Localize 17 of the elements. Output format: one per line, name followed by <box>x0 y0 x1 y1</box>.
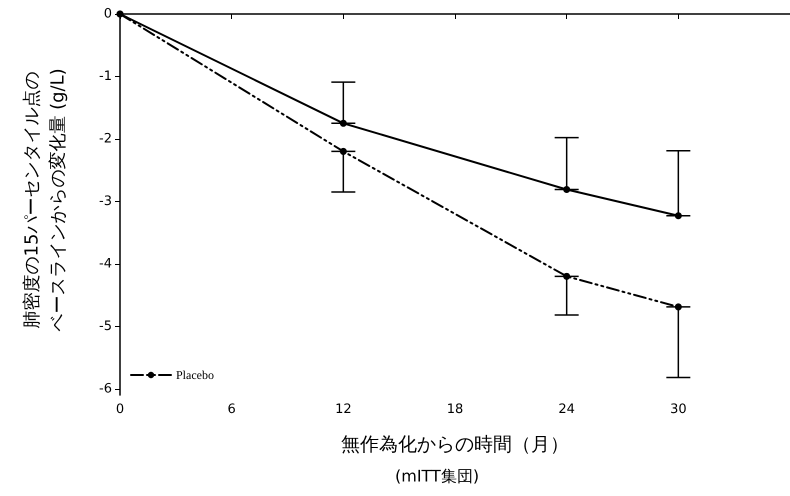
y-tick-label: 0 <box>104 6 112 22</box>
legend-label: Placebo <box>176 368 214 382</box>
y-tick-label: -1 <box>99 68 112 84</box>
x-tick-label: 6 <box>228 402 236 417</box>
y-tick-label: -2 <box>99 131 112 146</box>
x-tick-label: 0 <box>116 402 124 417</box>
y-tick-label: -4 <box>99 256 112 272</box>
y-tick-label: -6 <box>99 381 112 396</box>
x-tick-label: 12 <box>335 402 352 417</box>
x-axis-title: 無作為化からの時間（月） <box>341 434 569 456</box>
y-tick-label: -5 <box>99 318 112 334</box>
text: (mITT集団) <box>395 466 480 486</box>
x-tick-label: 18 <box>446 402 464 417</box>
x-tick-label: 24 <box>558 402 575 417</box>
y-axis-title: 肺密度の15パーセンタイル点のベースラインからの変化量 (g/L) <box>22 68 68 332</box>
y-tick-label: -3 <box>99 194 112 209</box>
x-tick-label: 30 <box>670 402 687 417</box>
